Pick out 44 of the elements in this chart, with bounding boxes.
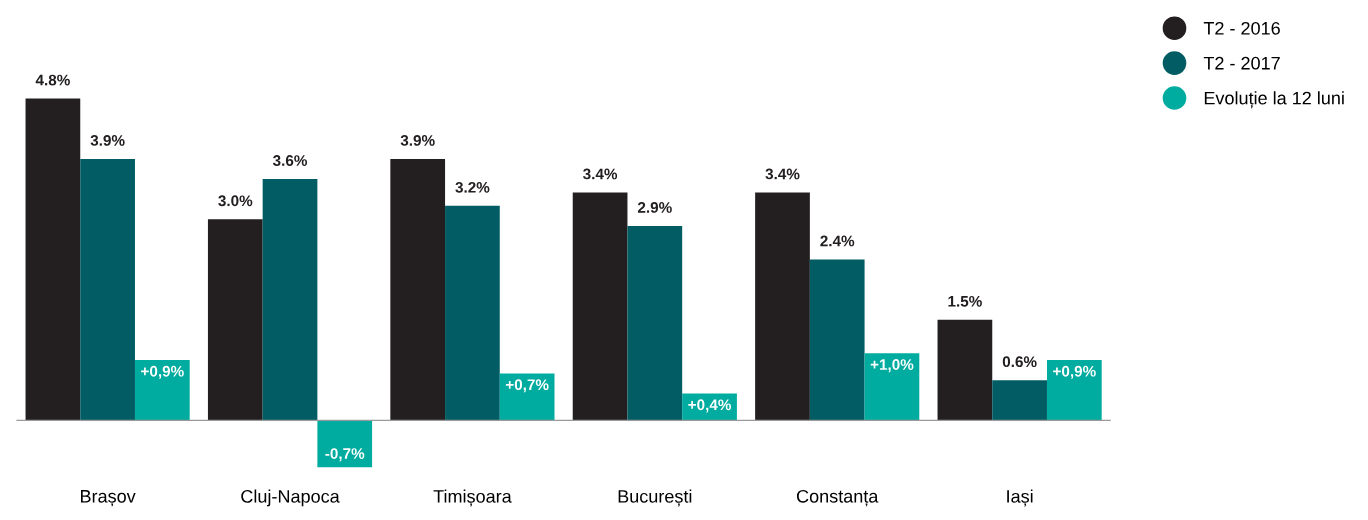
- bar: [262, 179, 318, 421]
- data-label: 1.5%: [948, 295, 982, 307]
- bar: [207, 219, 263, 421]
- bar: [809, 259, 865, 421]
- data-label: 4.8%: [35, 74, 70, 86]
- data-label: -0,7%: [325, 448, 365, 462]
- bar: [992, 380, 1047, 421]
- data-label: 3.2%: [455, 181, 490, 193]
- bar: [134, 360, 190, 421]
- x-tick-label: Cluj-Napoca: [241, 489, 340, 507]
- legend-label: Evoluție la 12 luni: [1204, 91, 1344, 109]
- x-tick-label: Brașov: [81, 490, 136, 507]
- legend-label: T2 - 2017: [1203, 56, 1280, 70]
- x-tick-label: Constanța: [796, 489, 879, 507]
- bar: [627, 225, 683, 421]
- data-label: +0,7%: [505, 379, 549, 393]
- data-label: 3.0%: [218, 195, 253, 207]
- bar: [1046, 360, 1102, 421]
- bar: [317, 420, 373, 468]
- data-label: 0.6%: [1002, 356, 1037, 368]
- data-label: +0,9%: [141, 365, 184, 379]
- data-label: +0,4%: [688, 399, 732, 413]
- data-label: 3.9%: [400, 135, 435, 146]
- data-label: 3.6%: [272, 155, 308, 166]
- bar: [572, 192, 628, 421]
- data-label: +1,0%: [870, 359, 914, 373]
- data-label: 3.4%: [765, 168, 800, 180]
- data-label: 2.9%: [637, 202, 672, 213]
- bar: [25, 98, 81, 421]
- bar: [80, 158, 135, 421]
- x-tick-label: București: [618, 489, 692, 507]
- bar: [937, 319, 993, 421]
- data-label: +0,9%: [1053, 365, 1096, 379]
- bar: [864, 353, 920, 421]
- data-label: 2.4%: [820, 235, 855, 247]
- data-label: 3.4%: [583, 168, 618, 180]
- legend-label: T2 - 2016: [1203, 21, 1280, 35]
- bar: [390, 158, 446, 421]
- bar: [755, 192, 810, 421]
- x-tick-label: Iași: [1007, 489, 1033, 507]
- x-tick-label: Timișoara: [433, 489, 512, 507]
- bar: [499, 373, 555, 421]
- bar: [445, 205, 500, 421]
- data-label: 3.9%: [90, 135, 125, 146]
